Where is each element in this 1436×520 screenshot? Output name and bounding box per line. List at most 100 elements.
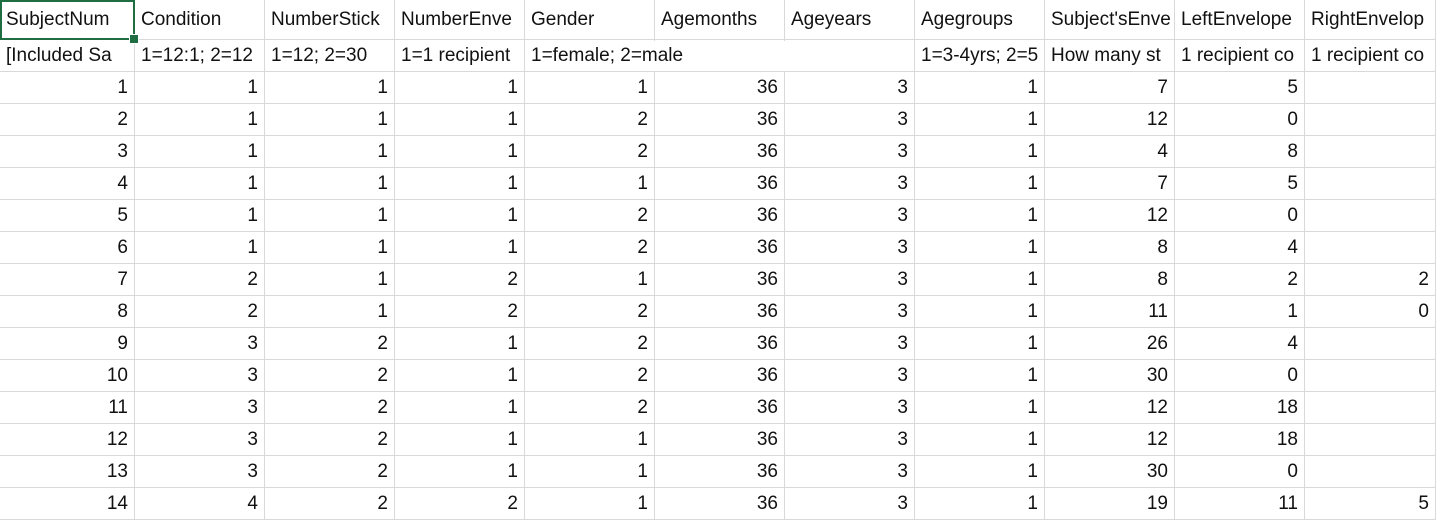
cell-border <box>1045 456 1175 488</box>
cell-border <box>655 264 785 296</box>
cell: 2 <box>396 489 524 519</box>
cell: 1 <box>396 137 524 167</box>
cell: 1 <box>266 73 394 103</box>
cell-border <box>135 424 265 456</box>
cell-border <box>785 136 915 168</box>
cell: 12 <box>1046 201 1174 231</box>
cell: 1=3-4yrs; 2=5 <box>916 41 1044 71</box>
cell: 36 <box>656 489 784 519</box>
cell: 3 <box>786 297 914 327</box>
cell: 3 <box>786 329 914 359</box>
cell-border <box>1305 232 1436 264</box>
cell: 3 <box>786 425 914 455</box>
cell-border <box>0 424 135 456</box>
cell-border <box>1305 392 1436 424</box>
cell: 3 <box>786 73 914 103</box>
cell: 1 recipient co <box>1306 41 1435 71</box>
cell-border <box>915 168 1045 200</box>
cell: 14 <box>1 489 134 519</box>
cell-border <box>1305 200 1436 232</box>
cell: 1 <box>396 425 524 455</box>
cell-border <box>915 424 1045 456</box>
cell: 30 <box>1046 361 1174 391</box>
cell-border <box>1305 104 1436 136</box>
cell-border <box>785 296 915 328</box>
cell: Agemonths <box>656 1 784 39</box>
cell-border <box>1175 264 1305 296</box>
cell: 36 <box>656 105 784 135</box>
cell-border <box>135 264 265 296</box>
cell: 36 <box>656 361 784 391</box>
cell: 2 <box>266 457 394 487</box>
cell-border <box>1175 296 1305 328</box>
cell-border <box>1045 360 1175 392</box>
cell: 2 <box>136 297 264 327</box>
cell-border <box>785 40 915 72</box>
cell: NumberStick <box>266 1 394 39</box>
cell-border <box>0 328 135 360</box>
cell: 3 <box>136 457 264 487</box>
cell-border <box>655 104 785 136</box>
cell: 1 <box>396 329 524 359</box>
cell-border <box>785 392 915 424</box>
cell-border <box>395 200 525 232</box>
cell: 1 <box>266 169 394 199</box>
cell: Subject'sEnve <box>1046 1 1174 39</box>
cell: 8 <box>1 297 134 327</box>
cell-border <box>1305 424 1436 456</box>
cell-border <box>525 264 655 296</box>
cell: 1 <box>916 457 1044 487</box>
cell-border <box>1045 0 1175 40</box>
cell: 18 <box>1176 425 1304 455</box>
cell-border <box>135 168 265 200</box>
cell: 12 <box>1 425 134 455</box>
cell: 8 <box>1176 137 1304 167</box>
cell-border <box>0 136 135 168</box>
cell: 1 <box>136 169 264 199</box>
cell: 1 <box>916 329 1044 359</box>
cell-border <box>1175 360 1305 392</box>
cell: 1 <box>916 105 1044 135</box>
cell-border <box>265 264 395 296</box>
cell-border <box>0 72 135 104</box>
cell-border <box>1045 72 1175 104</box>
cell: 0 <box>1176 361 1304 391</box>
cell: 1 <box>136 233 264 263</box>
cell-border <box>915 40 1045 72</box>
cell: 1 <box>916 393 1044 423</box>
cell-border <box>785 328 915 360</box>
cell-border <box>525 72 655 104</box>
cell: 0 <box>1176 201 1304 231</box>
cell: 1=12; 2=30 <box>266 41 394 71</box>
cell-border <box>1175 136 1305 168</box>
cell: 8 <box>1046 265 1174 295</box>
cell-border <box>655 392 785 424</box>
cell: 1 <box>136 105 264 135</box>
cell: 3 <box>786 393 914 423</box>
cell: 1 <box>396 201 524 231</box>
cell-border <box>655 136 785 168</box>
cell: 1 <box>916 201 1044 231</box>
cell-border <box>395 392 525 424</box>
cell: 12 <box>1046 393 1174 423</box>
cell: 1 <box>266 297 394 327</box>
cell: 1 <box>916 137 1044 167</box>
cell-border <box>265 0 395 40</box>
cell: 36 <box>656 201 784 231</box>
cell: 2 <box>136 265 264 295</box>
cell-border <box>265 168 395 200</box>
cell: 2 <box>266 329 394 359</box>
cell-border <box>395 424 525 456</box>
cell: 3 <box>136 329 264 359</box>
cell-border <box>785 456 915 488</box>
cell: 7 <box>1 265 134 295</box>
cell-border <box>1175 72 1305 104</box>
cell: 1 <box>526 169 654 199</box>
cell: 2 <box>1176 265 1304 295</box>
cell-border <box>525 392 655 424</box>
cell-border <box>1175 456 1305 488</box>
cell-border <box>525 200 655 232</box>
cell: Ageyears <box>786 1 914 39</box>
cell: 18 <box>1176 393 1304 423</box>
cell-border <box>0 168 135 200</box>
